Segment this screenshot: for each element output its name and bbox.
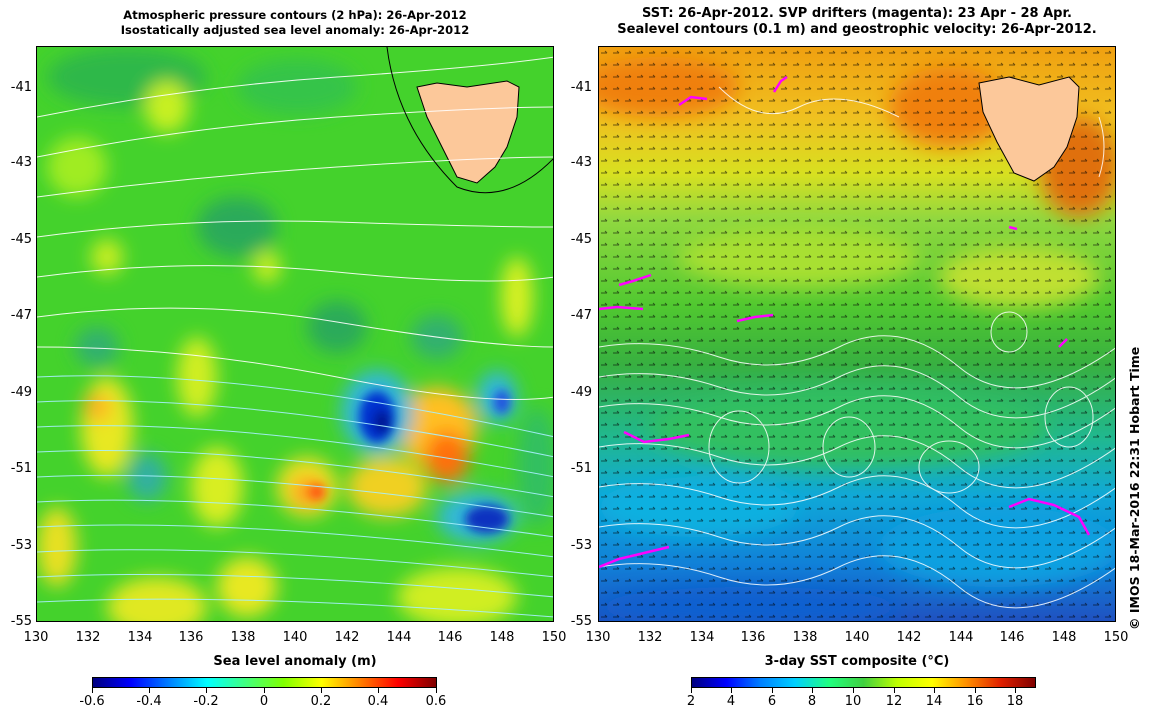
- colorbar-tick-label: -0.6: [79, 694, 105, 709]
- sea-level-anomaly-map[interactable]: [36, 46, 554, 622]
- sst-map[interactable]: [598, 46, 1116, 622]
- colorbar-tick: [772, 688, 773, 693]
- lon-tick: 142: [334, 630, 360, 645]
- lon-tick: 134: [689, 630, 715, 645]
- lon-tick: 134: [127, 630, 153, 645]
- colorbar-tick: [894, 688, 895, 693]
- imos-credit: © IMOS 18-Mar-2016 22:31 Hobart Time: [1127, 346, 1142, 630]
- svp-drifter-tracks: [599, 75, 1091, 569]
- lon-tick: 132: [75, 630, 101, 645]
- colorbar-tick-label: 8: [807, 694, 817, 709]
- lon-tick: 146: [999, 630, 1025, 645]
- lat-tick: -43: [10, 155, 32, 170]
- colorbar-tick-label: 0.2: [310, 694, 332, 709]
- colorbar-tick: [321, 688, 322, 693]
- colorbar-tick: [92, 688, 93, 693]
- sea-level-anomaly-field: [37, 47, 553, 621]
- lat-tick: -43: [570, 155, 592, 170]
- right-title-line2: Sealevel contours (0.1 m) and geostrophi…: [617, 22, 1097, 37]
- colorbar-tick-label: 0.4: [367, 694, 389, 709]
- lon-tick: 142: [896, 630, 922, 645]
- colorbar-tick-label: 18: [1006, 694, 1024, 709]
- lat-tick: -41: [10, 80, 32, 95]
- lat-tick: -47: [10, 308, 32, 323]
- lat-tick: -41: [570, 80, 592, 95]
- lon-tick: 144: [386, 630, 412, 645]
- colorbar-tick: [436, 688, 437, 693]
- colorbar-tick: [206, 688, 207, 693]
- lon-tick: 138: [792, 630, 818, 645]
- right-title-line1: SST: 26-Apr-2012. SVP drifters (magenta)…: [642, 6, 1072, 21]
- anomaly-patches: [37, 47, 553, 621]
- colorbar-tick-label: 14: [925, 694, 943, 709]
- lon-tick: 140: [844, 630, 870, 645]
- lon-tick: 148: [489, 630, 515, 645]
- colorbar-tick: [975, 688, 976, 693]
- left-colorbar-title: Sea level anomaly (m): [213, 654, 377, 669]
- colorbar-tick-label: 10: [844, 694, 862, 709]
- lat-tick: -55: [570, 614, 592, 629]
- lat-tick: -51: [570, 461, 592, 476]
- pressure-contours-south: [37, 375, 553, 618]
- coast-contour: [386, 47, 553, 194]
- colorbar-tick: [731, 688, 732, 693]
- lon-tick: 136: [178, 630, 204, 645]
- lon-tick: 140: [282, 630, 308, 645]
- colorbar-tick-label: 0.6: [425, 694, 447, 709]
- sea-level-colorbar: [92, 677, 437, 688]
- lon-tick: 136: [740, 630, 766, 645]
- right-colorbar-title: 3-day SST composite (°C): [764, 654, 950, 669]
- lat-tick: -51: [10, 461, 32, 476]
- colorbar-tick: [264, 688, 265, 693]
- lat-tick: -49: [570, 385, 592, 400]
- colorbar-tick-label: 4: [726, 694, 736, 709]
- lat-tick: -45: [570, 232, 592, 247]
- lat-tick: -49: [10, 385, 32, 400]
- tasmania-land-sst: [978, 76, 1080, 182]
- colorbar-tick: [378, 688, 379, 693]
- lon-tick: 130: [23, 630, 49, 645]
- lat-tick: -53: [570, 538, 592, 553]
- colorbar-tick-label: 0: [259, 694, 269, 709]
- colorbar-tick: [149, 688, 150, 693]
- colorbar-tick: [853, 688, 854, 693]
- colorbar-tick-label: 6: [767, 694, 777, 709]
- left-map-title: Atmospheric pressure contours (2 hPa): 2…: [36, 8, 554, 38]
- colorbar-tick: [812, 688, 813, 693]
- sea-level-contours: [599, 86, 1115, 609]
- colorbar-tick: [691, 688, 692, 693]
- sst-colorbar: [691, 677, 1036, 688]
- lon-tick: 130: [585, 630, 611, 645]
- lat-tick: -53: [10, 538, 32, 553]
- lon-tick: 148: [1051, 630, 1077, 645]
- lon-tick: 138: [230, 630, 256, 645]
- colorbar-tick-label: -0.4: [136, 694, 162, 709]
- right-map-title: SST: 26-Apr-2012. SVP drifters (magenta)…: [598, 6, 1116, 38]
- lat-tick: -45: [10, 232, 32, 247]
- lat-tick: -55: [10, 614, 32, 629]
- colorbar-tick: [934, 688, 935, 693]
- pressure-contours: [37, 56, 553, 400]
- colorbar-tick-label: 2: [686, 694, 696, 709]
- colorbar-tick-label: 12: [885, 694, 903, 709]
- lon-tick: 150: [541, 630, 567, 645]
- sst-field: [599, 47, 1115, 621]
- left-title-line2: Isostatically adjusted sea level anomaly…: [120, 23, 470, 37]
- lat-tick: -47: [570, 308, 592, 323]
- colorbar-tick: [1015, 688, 1016, 693]
- lon-tick: 132: [637, 630, 663, 645]
- colorbar-tick-label: -0.2: [193, 694, 219, 709]
- lon-tick: 144: [948, 630, 974, 645]
- colorbar-tick-label: 16: [966, 694, 984, 709]
- lon-tick: 146: [437, 630, 463, 645]
- left-title-line1: Atmospheric pressure contours (2 hPa): 2…: [123, 8, 467, 22]
- tasmania-land: [416, 80, 520, 184]
- lon-tick: 150: [1103, 630, 1129, 645]
